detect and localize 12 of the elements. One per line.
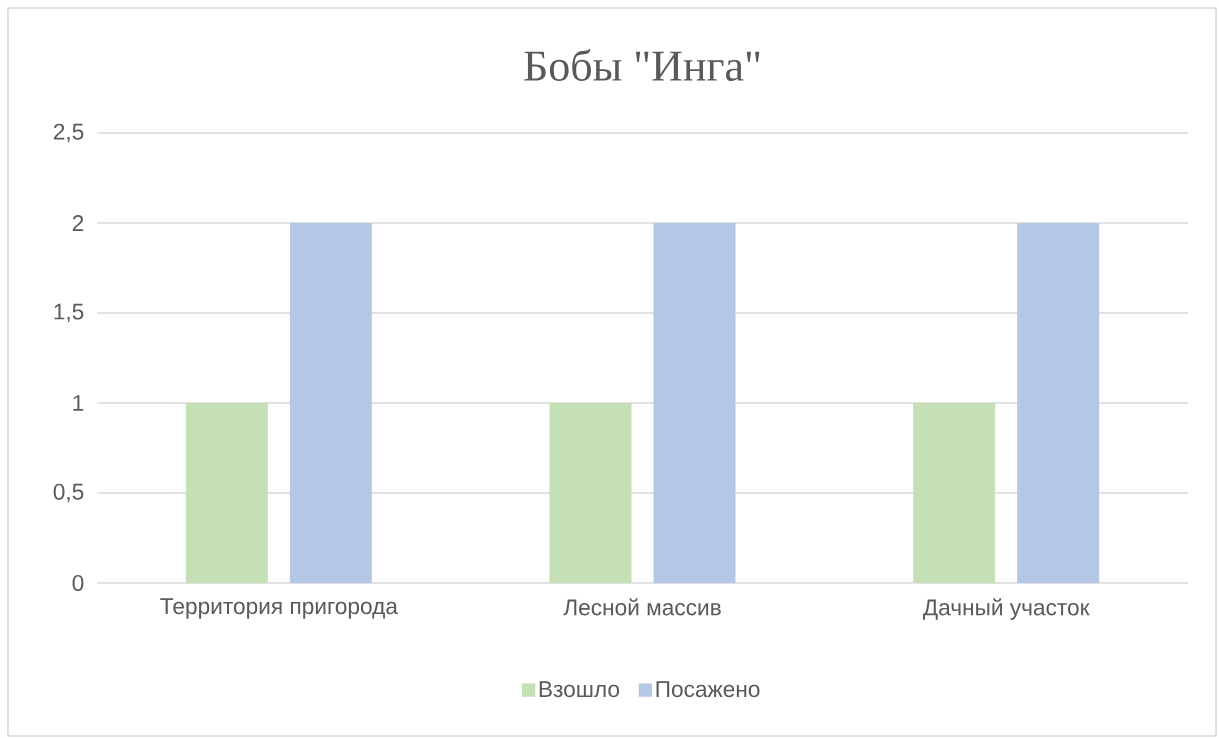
y-tick-label: 0,5 [53,483,84,503]
y-tick-label: 1,5 [54,303,84,323]
chart-title: Бобы "Инга" [524,49,760,81]
x-tick-label: Территория пригорода [160,598,398,619]
y-tick-label: 2,5 [53,123,84,143]
y-tick-label: 2 [72,215,84,231]
y-tick-label: 1 [73,395,84,411]
legend-label: Взошло [539,681,620,698]
legend-label: Посажено [656,681,760,698]
x-tick-label: Дачный участок [922,598,1090,620]
y-tick-label: 0 [72,574,84,592]
x-tick-label: Лесной массив [563,598,721,616]
